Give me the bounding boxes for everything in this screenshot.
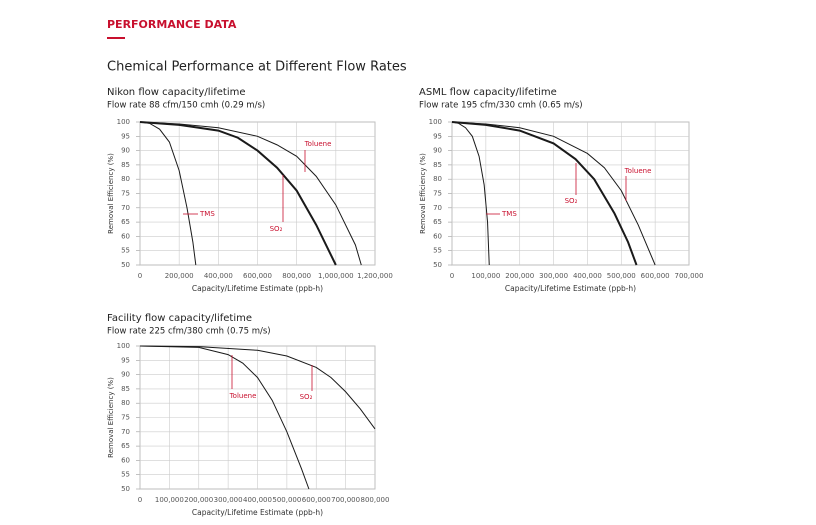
y-tick-label: 50: [433, 261, 442, 269]
y-tick-label: 85: [121, 385, 130, 393]
x-tick-label: 600,000: [243, 272, 272, 280]
y-tick-label: 55: [121, 471, 130, 479]
x-tick-label: 0: [138, 272, 142, 280]
x-tick-label: 300,000: [539, 272, 568, 280]
y-axis-label: Removal Efficiency (%): [419, 153, 427, 234]
y-tick-label: 85: [433, 161, 442, 169]
x-tick-label: 800,000: [282, 272, 311, 280]
y-tick-label: 55: [121, 247, 130, 255]
x-tick-label: 100,000: [155, 496, 184, 504]
chart-title: ASML flow capacity/lifetime: [419, 87, 557, 98]
x-tick-label: 600,000: [302, 496, 331, 504]
x-tick-label: 400,000: [204, 272, 233, 280]
chart-subtitle: Flow rate 195 cfm/330 cmh (0.65 m/s): [419, 101, 583, 111]
y-tick-label: 70: [121, 428, 130, 436]
x-tick-label: 200,000: [184, 496, 213, 504]
y-tick-label: 60: [433, 232, 442, 240]
series-label: TMS: [199, 210, 215, 218]
x-tick-label: 200,000: [165, 272, 194, 280]
y-tick-label: 100: [429, 118, 442, 126]
y-tick-label: 75: [433, 190, 442, 198]
x-tick-label: 600,000: [641, 272, 670, 280]
y-axis-label: Removal Efficiency (%): [107, 153, 115, 234]
y-tick-label: 60: [121, 232, 130, 240]
series-label: SO₂: [300, 393, 313, 401]
y-tick-label: 95: [433, 132, 442, 140]
x-tick-label: 400,000: [573, 272, 602, 280]
series-label: Toluene: [624, 167, 652, 175]
y-tick-label: 75: [121, 190, 130, 198]
series-line: [139, 345, 376, 430]
chart-subtitle: Flow rate 225 cfm/380 cmh (0.75 m/s): [107, 327, 271, 337]
series-label: Toluene: [304, 140, 332, 148]
y-tick-label: 90: [121, 147, 130, 155]
y-tick-label: 65: [121, 442, 130, 450]
y-tick-label: 75: [121, 414, 130, 422]
series-line: [139, 345, 310, 490]
series-line: [451, 121, 638, 266]
x-tick-label: 500,000: [607, 272, 636, 280]
section-label: PERFORMANCE DATA: [107, 18, 237, 31]
accent-rule: [107, 37, 125, 39]
x-tick-label: 700,000: [675, 272, 704, 280]
chart-subtitle: Flow rate 88 cfm/150 cmh (0.29 m/s): [107, 101, 265, 111]
y-axis-label: Removal Efficiency (%): [107, 377, 115, 458]
y-tick-label: 80: [121, 175, 130, 183]
y-tick-label: 65: [433, 218, 442, 226]
y-tick-label: 50: [121, 261, 130, 269]
x-tick-label: 500,000: [272, 496, 301, 504]
y-tick-label: 65: [121, 218, 130, 226]
x-axis-label: Capacity/Lifetime Estimate (ppb-h): [192, 284, 323, 293]
x-tick-label: 0: [138, 496, 142, 504]
series-line: [451, 121, 490, 266]
x-axis-label: Capacity/Lifetime Estimate (ppb-h): [192, 508, 323, 517]
chart-title: Facility flow capacity/lifetime: [107, 313, 252, 324]
x-tick-label: 800,000: [361, 496, 390, 504]
chart-title: Nikon flow capacity/lifetime: [107, 87, 246, 98]
series-line: [139, 121, 197, 266]
series-line: [139, 121, 362, 266]
series-label: TMS: [501, 210, 517, 218]
y-tick-label: 95: [121, 356, 130, 364]
y-tick-label: 80: [121, 399, 130, 407]
x-tick-label: 400,000: [243, 496, 272, 504]
page-title: Chemical Performance at Different Flow R…: [107, 60, 407, 75]
x-tick-label: 1,000,000: [318, 272, 354, 280]
y-tick-label: 80: [433, 175, 442, 183]
y-tick-label: 85: [121, 161, 130, 169]
x-tick-label: 300,000: [214, 496, 243, 504]
x-tick-label: 100,000: [471, 272, 500, 280]
y-tick-label: 90: [121, 371, 130, 379]
x-axis-label: Capacity/Lifetime Estimate (ppb-h): [505, 284, 636, 293]
series-line: [139, 121, 337, 266]
x-tick-label: 700,000: [331, 496, 360, 504]
y-tick-label: 70: [433, 204, 442, 212]
series-line: [451, 121, 656, 266]
y-tick-label: 90: [433, 147, 442, 155]
y-tick-label: 100: [117, 118, 130, 126]
series-label: SO₂: [270, 225, 283, 233]
x-tick-label: 200,000: [505, 272, 534, 280]
series-label: SO₂: [565, 197, 578, 205]
y-tick-label: 50: [121, 485, 130, 493]
y-tick-label: 95: [121, 132, 130, 140]
y-tick-label: 60: [121, 456, 130, 464]
x-tick-label: 0: [450, 272, 454, 280]
series-label: Toluene: [229, 392, 257, 400]
y-tick-label: 100: [117, 342, 130, 350]
y-tick-label: 55: [433, 247, 442, 255]
y-tick-label: 70: [121, 204, 130, 212]
x-tick-label: 1,200,000: [357, 272, 393, 280]
